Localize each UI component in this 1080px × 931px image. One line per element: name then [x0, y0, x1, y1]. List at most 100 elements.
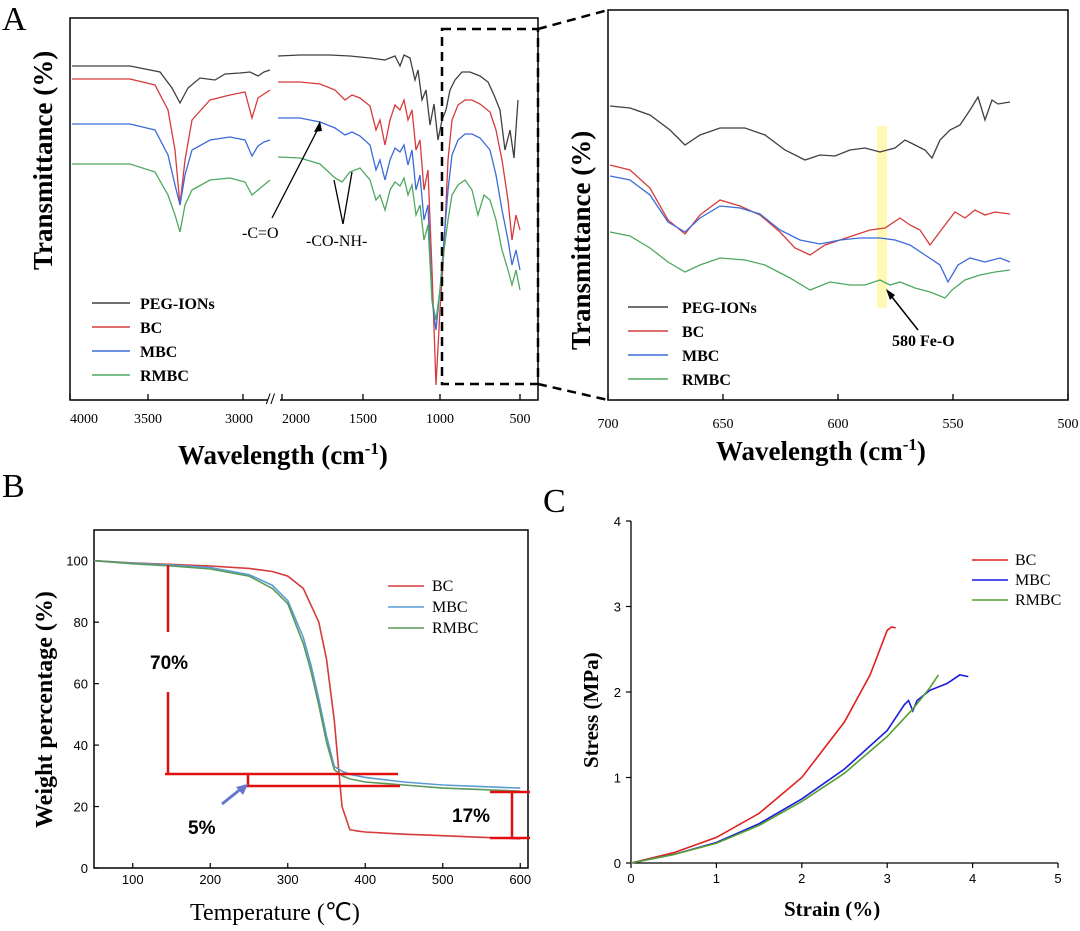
tga-legend-label: MBC: [432, 599, 468, 616]
zoom-region-box: [440, 27, 540, 386]
tensile-ytick-label: 0: [614, 856, 621, 871]
zoom-legend-label-bc: BC: [682, 324, 704, 341]
tga-frame: [93, 529, 529, 869]
tga-ylabel: Weight percentage (%): [32, 591, 58, 828]
ftir-full-xtick-label: 3500: [134, 412, 162, 427]
tga-series-mbc: [93, 559, 521, 789]
tensile-xtick-label: 3: [884, 871, 891, 886]
tga-xtick-label: 100: [122, 872, 144, 887]
ftir-zoom-xtick-label: 600: [828, 417, 849, 432]
tensile-legend-label: BC: [1015, 552, 1036, 569]
tensile-ytick-label: 1: [614, 771, 621, 786]
ftir-full-xtick-label: 3000: [225, 412, 253, 427]
tga-ytick-label: 80: [74, 615, 88, 630]
legend-label-mbc: MBC: [140, 344, 177, 361]
fe-o-label: 580 Fe-O: [892, 333, 955, 350]
ftir-series-rmbc: [72, 156, 521, 321]
diff-label: 5%: [188, 818, 216, 839]
ftir-full-xtick-label: 1000: [426, 412, 454, 427]
tensile-xtick-label: 5: [1054, 871, 1061, 886]
tga-chart: 100 200 300 400 500 600 0 20 40 60 80 100 Weight pe…: [32, 529, 531, 926]
ftir-zoom-xtick-label: 500: [1058, 417, 1079, 432]
tensile-series-mbc: [630, 674, 969, 864]
tensile-xtick-label: 2: [798, 871, 805, 886]
ftir-zoom-chart: 700 650 600 550 500 Transmittance (%) Wavele…: [566, 9, 1079, 466]
ftir-full-chart: // 4000 3500 3000 2000 1500 1000 500 Transmitt…: [28, 17, 539, 470]
tensile-legend-label: RMBC: [1015, 592, 1061, 609]
tensile-xlabel: Strain (%): [784, 897, 880, 921]
ftir-zoom-xtick-label: 550: [943, 417, 964, 432]
panel-label-c: C: [543, 483, 566, 520]
amide-arrow-1: [333, 179, 344, 225]
ftir-full-xlabel: Wavelength (cm-1): [178, 439, 388, 470]
tensile-chart: 0 1 2 3 4 5 0 1 2 3 4 Stress (MPa) Strain (%) BC MB…: [579, 514, 1062, 921]
legend-label-bc: BC: [140, 320, 162, 337]
tga-annotation-lines: [165, 565, 530, 840]
zoom-connector-top: [537, 8, 609, 31]
tga-xtick-label: 300: [277, 872, 299, 887]
loss-total-label: 70%: [150, 653, 188, 674]
zoom-legend-label-rmbc: RMBC: [682, 372, 731, 389]
ftir-series-mbc: [72, 117, 521, 331]
tga-legend: BC MBC RMBC: [388, 578, 478, 637]
tga-ytick-label: 100: [66, 554, 88, 569]
tensile-xtick-label: 0: [627, 871, 634, 886]
fe-o-highlight: [877, 126, 887, 308]
carbonyl-label: -C=O: [242, 225, 279, 242]
zoom-connector-bottom: [537, 382, 609, 402]
fe-o-arrowhead: [886, 289, 895, 300]
axis-break-mask: [268, 394, 280, 406]
ftir-zoom-xlabel: Wavelength (cm-1): [716, 435, 926, 466]
legend-label-rmbc: RMBC: [140, 368, 189, 385]
ftir-full-ylabel: Transmittance (%): [28, 51, 58, 270]
tga-legend-label: BC: [432, 578, 453, 595]
panel-label-b: B: [2, 468, 25, 505]
tga-xlabel: Temperature (℃): [190, 900, 360, 926]
diff-arrow: [221, 786, 243, 806]
fe-o-arrow: [887, 291, 919, 331]
zoom-series-rmbc: [609, 231, 1011, 299]
tga-ytick-label: 40: [74, 738, 88, 753]
tensile-legend: BC MBC RMBC: [972, 552, 1061, 609]
amide-arrow-2: [342, 171, 353, 225]
zoom-series-mbc: [609, 175, 1011, 284]
ftir-full-xtick-label: 2000: [282, 412, 310, 427]
ftir-full-xtick-label: 500: [510, 412, 531, 427]
tga-ytick-label: 0: [81, 861, 88, 876]
tga-xtick-label: 200: [199, 872, 221, 887]
tensile-series-bc: [630, 626, 896, 864]
tga-xtick-label: 500: [432, 872, 454, 887]
tensile-xtick-label: 4: [969, 871, 976, 886]
panel-label-a: A: [2, 1, 27, 38]
ftir-zoom-xtick-label: 650: [713, 417, 734, 432]
tensile-ytick-label: 3: [614, 600, 621, 615]
amide-label: -CO-NH-: [306, 233, 367, 250]
ftir-full-xtick-label: 4000: [70, 412, 98, 427]
ftir-zoom-frame: [607, 9, 1069, 401]
ftir-zoom-ylabel: Transmittance (%): [566, 131, 596, 350]
tga-ytick-label: 20: [74, 800, 88, 815]
tensile-ytick-label: 4: [614, 514, 621, 529]
ftir-zoom-legend: PEG-IONs BC MBC RMBC: [628, 300, 757, 389]
tga-ytick-label: 60: [74, 677, 88, 692]
carbonyl-arrow: [271, 124, 321, 219]
ftir-zoom-xtick-label: 700: [598, 417, 619, 432]
tensile-ylabel: Stress (MPa): [579, 652, 603, 768]
ftir-full-legend: PEG-IONs BC MBC RMBC: [92, 296, 215, 385]
diff-arrowhead: [236, 784, 248, 795]
ftir-series-bc: [72, 78, 521, 386]
zoom-series-peg-ions: [609, 95, 1011, 161]
zoom-legend-label-peg-ions: PEG-IONs: [682, 300, 757, 317]
tga-legend-label: RMBC: [432, 620, 478, 637]
zoom-legend-label-mbc: MBC: [682, 348, 719, 365]
residue-label: 17%: [452, 806, 490, 827]
tga-xtick-label: 600: [509, 872, 531, 887]
tensile-xtick-label: 1: [713, 871, 720, 886]
tensile-ytick-label: 2: [614, 685, 621, 700]
legend-label-peg-ions: PEG-IONs: [140, 296, 215, 313]
tga-xtick-label: 400: [354, 872, 376, 887]
axis-break-mark: //: [265, 391, 275, 408]
tensile-series-rmbc: [630, 674, 940, 864]
ftir-series-peg-ions: [72, 54, 519, 159]
